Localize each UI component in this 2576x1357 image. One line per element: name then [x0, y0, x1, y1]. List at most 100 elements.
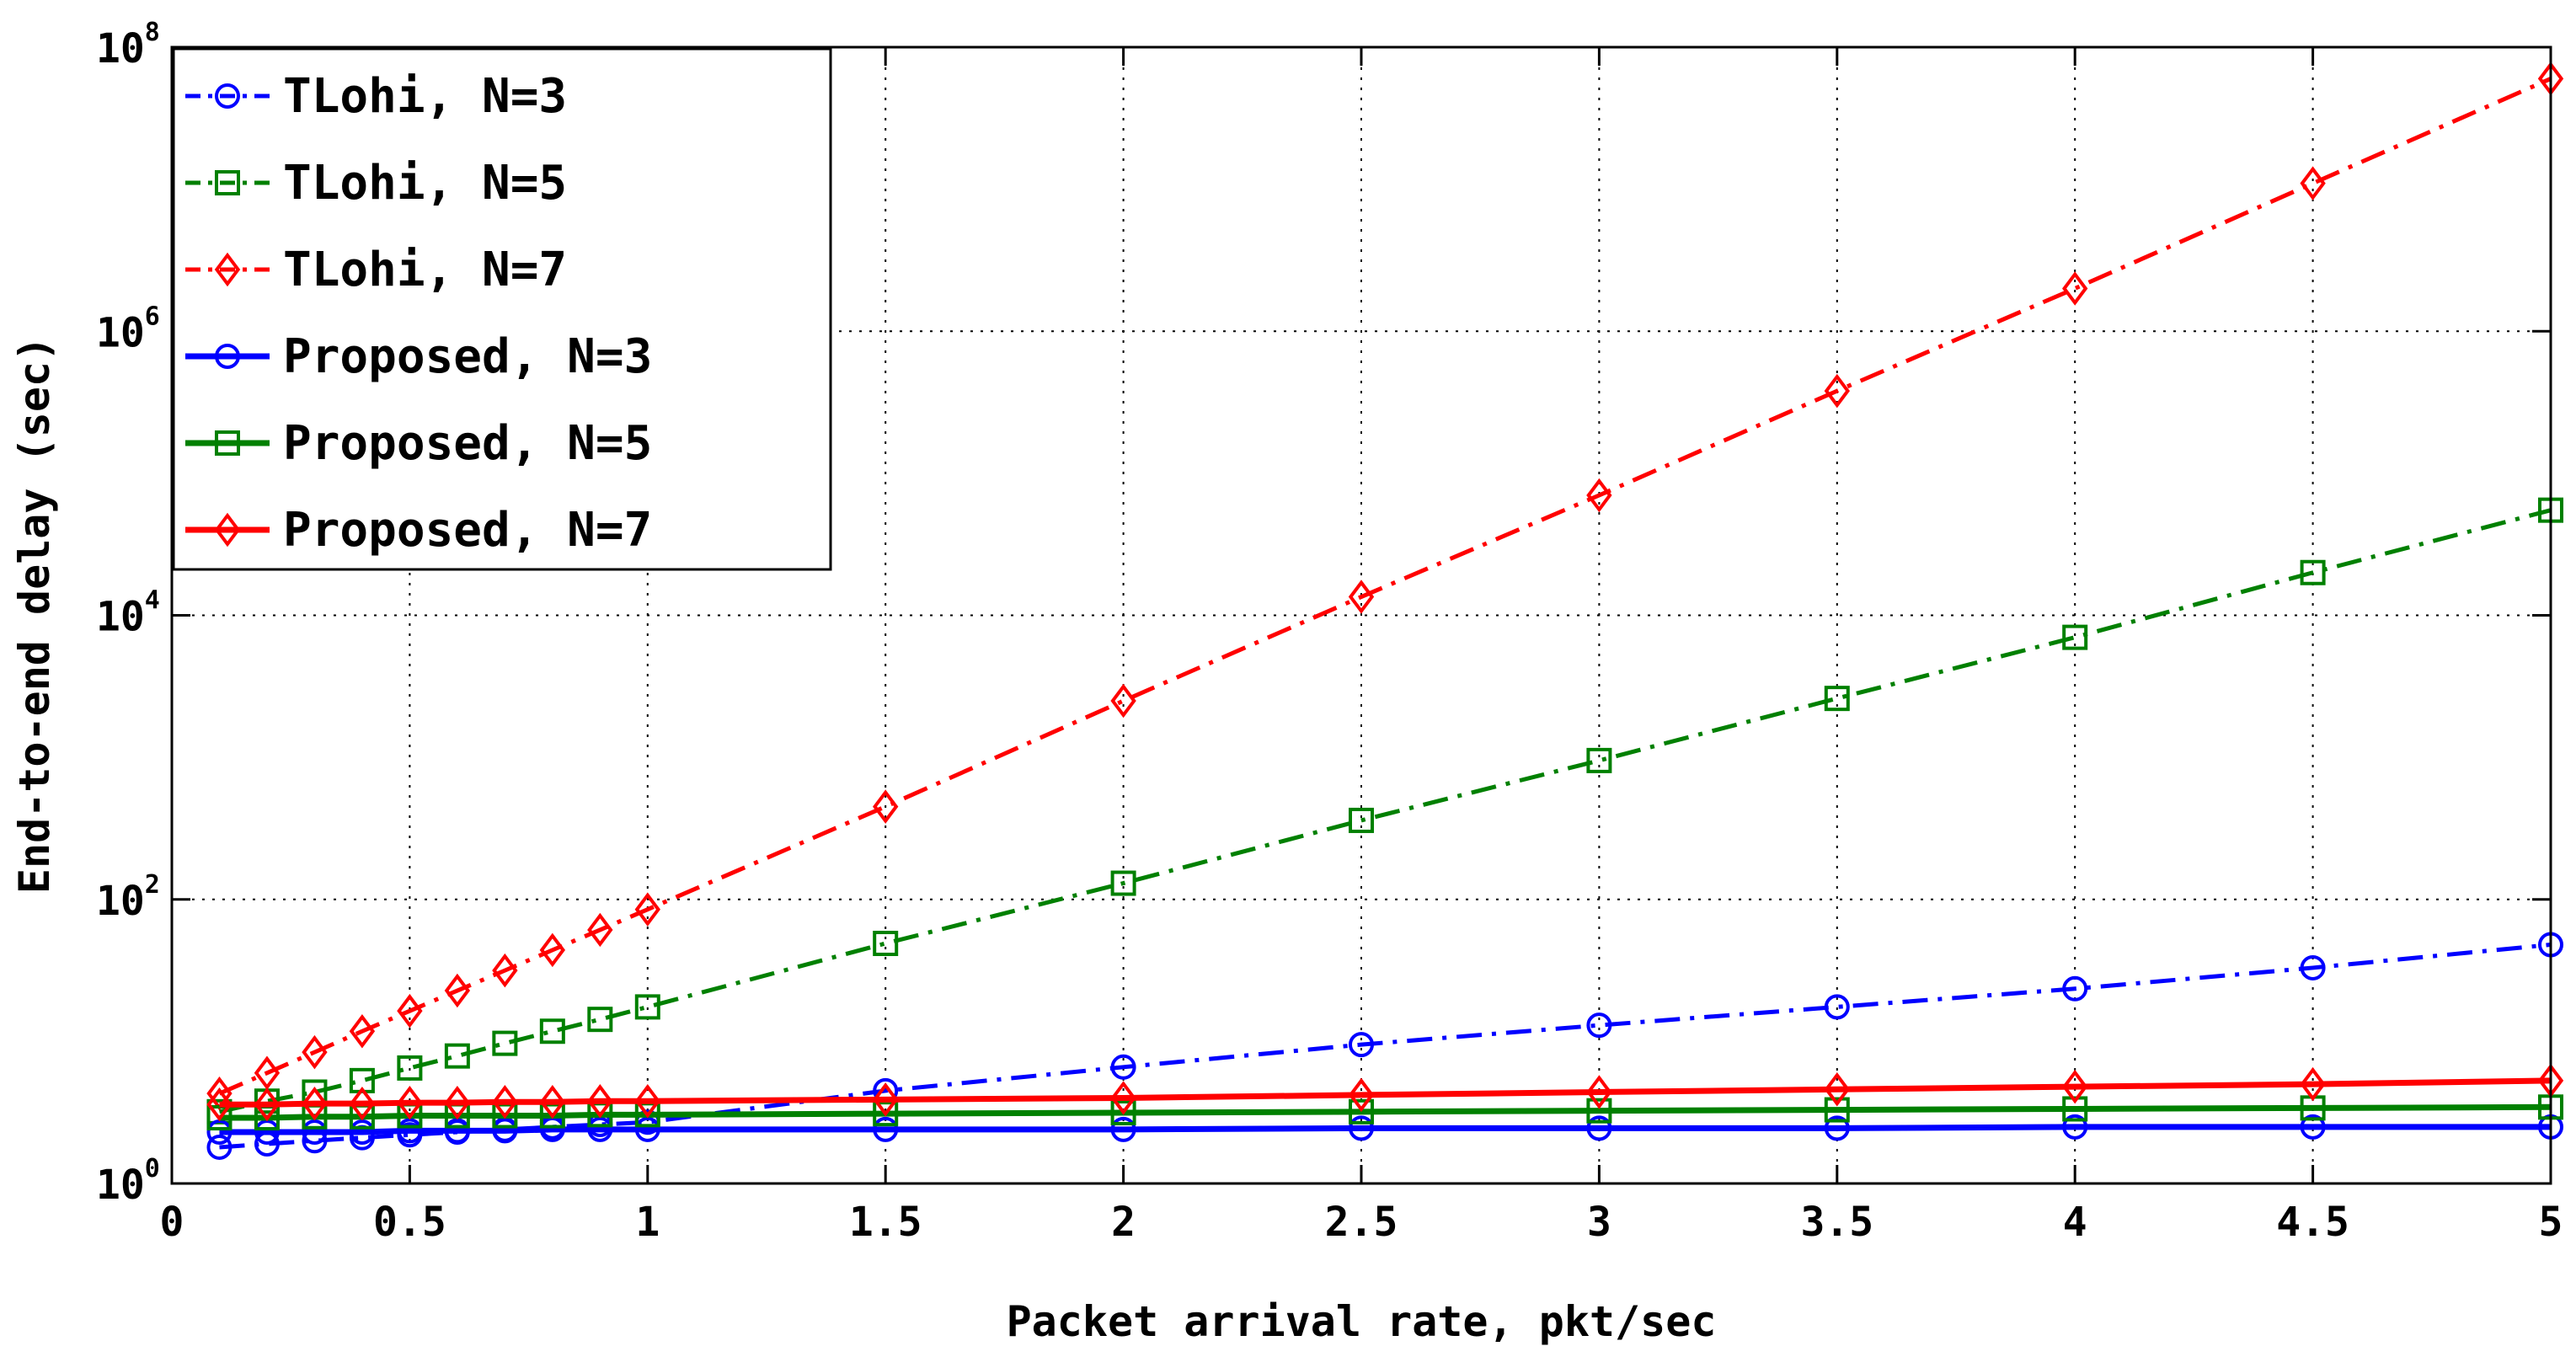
legend: TLohi, N=3 TLohi, N=5 TLohi, N=7 Proposed, … — [172, 47, 832, 571]
data-point — [1110, 1081, 1136, 1115]
data-point — [1349, 1032, 1374, 1058]
data-point — [206, 1105, 232, 1131]
data-point — [634, 1116, 660, 1142]
data-point — [1824, 686, 1850, 712]
legend-entry: Proposed, N=5 — [185, 416, 652, 471]
data-point — [539, 932, 566, 968]
x-axis: 0 0.5 1 1.5 2 2.5 3 3.5 4 4.5 5 — [160, 47, 2563, 1246]
legend-label: Proposed, N=7 — [283, 503, 652, 558]
data-point — [1586, 1012, 1612, 1039]
legend-entry: Proposed, N=7 — [185, 503, 652, 558]
data-point — [1348, 580, 1375, 614]
x-axis-title: Packet arrival rate, pkt/sec — [1007, 1297, 1717, 1346]
data-point — [1824, 1097, 1850, 1123]
legend-marker — [214, 252, 241, 287]
data-point — [2300, 559, 2326, 585]
data-point — [397, 993, 423, 1028]
data-point — [492, 953, 518, 988]
data-point — [254, 1055, 281, 1091]
data-point — [206, 1087, 232, 1122]
data-point — [302, 1034, 328, 1070]
data-point — [1824, 1072, 1850, 1107]
data-point — [444, 1085, 471, 1120]
data-point — [1348, 1077, 1375, 1113]
x-tick-label: 3 — [1587, 1199, 1611, 1246]
data-point — [873, 789, 899, 824]
data-point — [492, 1084, 518, 1119]
x-tick-label: 0 — [160, 1199, 184, 1246]
series-line — [219, 1077, 2552, 1108]
data-point — [1349, 1115, 1374, 1141]
y-tick-exponent: 0 — [145, 1154, 160, 1183]
data-point — [587, 1007, 613, 1033]
data-point — [2062, 1096, 2088, 1122]
x-tick-label: 1 — [635, 1199, 660, 1246]
data-point — [206, 1134, 232, 1160]
y-tick-label: 108 — [96, 18, 160, 72]
y-axis-title: End-to-end delay (sec) — [10, 336, 59, 894]
data-point — [302, 1119, 328, 1146]
legend-entry: TLohi, N=5 — [185, 156, 567, 211]
data-point — [444, 1043, 470, 1069]
legend-label: TLohi, N=7 — [283, 243, 567, 297]
data-point — [873, 930, 899, 956]
data-point — [1586, 1115, 1612, 1141]
data-point — [873, 1116, 899, 1142]
x-tick-label: 1.5 — [849, 1199, 922, 1246]
legend-marker — [215, 344, 240, 369]
data-point — [1824, 994, 1850, 1020]
data-point — [349, 1086, 376, 1121]
data-point — [587, 912, 613, 948]
data-point — [587, 1116, 613, 1142]
y-tick-label: 102 — [96, 870, 160, 925]
data-point — [397, 1055, 423, 1081]
legend-marker — [215, 83, 240, 109]
data-point — [2062, 624, 2088, 650]
series — [206, 1094, 2563, 1131]
legend-marker — [215, 170, 240, 195]
data-point — [397, 1118, 423, 1144]
data-point — [1349, 807, 1374, 833]
data-point — [1586, 747, 1612, 773]
data-point — [634, 994, 660, 1020]
data-point — [634, 892, 660, 927]
data-point — [539, 1018, 565, 1044]
data-point — [254, 1087, 281, 1122]
data-point — [587, 1084, 613, 1119]
series-line — [219, 1124, 2551, 1135]
series — [206, 1063, 2564, 1122]
data-point — [444, 973, 471, 1008]
legend-label: Proposed, N=5 — [283, 416, 652, 471]
legend-entry: TLohi, N=3 — [185, 69, 567, 124]
data-point — [444, 1118, 470, 1144]
x-tick-label: 4.5 — [2276, 1199, 2349, 1246]
data-point — [2300, 1114, 2326, 1140]
x-tick-label: 2.5 — [1325, 1199, 1398, 1246]
data-point — [1110, 1116, 1136, 1142]
data-point — [492, 1030, 518, 1056]
legend-label: TLohi, N=5 — [283, 156, 567, 211]
legend-marker — [215, 430, 240, 456]
data-point — [302, 1086, 328, 1121]
data-point — [1586, 1075, 1612, 1109]
data-point — [349, 1119, 375, 1146]
x-tick-label: 2 — [1111, 1199, 1136, 1246]
legend-entry: TLohi, N=7 — [185, 243, 567, 297]
data-point — [1110, 1054, 1136, 1080]
data-point — [2300, 954, 2326, 980]
data-point — [1110, 683, 1136, 719]
legend-label: Proposed, N=3 — [283, 329, 652, 384]
data-point — [539, 1084, 566, 1119]
data-point — [1110, 1099, 1136, 1125]
y-tick-label: 104 — [96, 586, 160, 641]
data-point — [397, 1085, 423, 1120]
data-point — [2062, 975, 2088, 1002]
legend-label: TLohi, N=3 — [283, 69, 567, 124]
data-point — [2300, 1066, 2326, 1102]
y-tick-exponent: 4 — [145, 586, 160, 616]
series-layer — [206, 61, 2564, 1160]
data-point — [873, 1082, 899, 1117]
x-tick-label: 3.5 — [1800, 1199, 1873, 1246]
legend-entry: Proposed, N=3 — [185, 329, 652, 384]
